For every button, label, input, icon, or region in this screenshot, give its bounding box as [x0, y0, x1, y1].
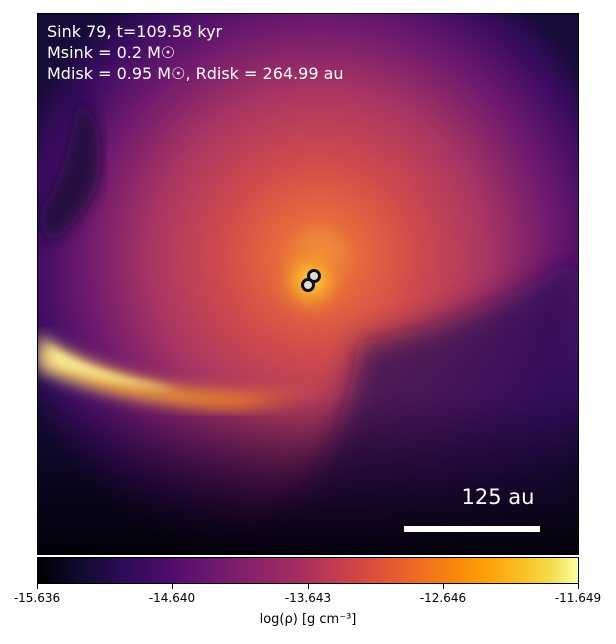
- colorbar: [37, 557, 579, 584]
- colorbar-tick-label: -14.640: [148, 591, 196, 605]
- spiral-arm-peak: [46, 344, 178, 389]
- density-map-panel: Sink 79, t=109.58 kyr Msink = 0.2 M☉ Mdi…: [37, 13, 579, 555]
- colorbar-tick: [172, 584, 173, 589]
- spiral-arm: [38, 334, 328, 408]
- scalebar: [404, 526, 540, 532]
- colorbar-label: log(ρ) [g cm⁻³]: [259, 612, 357, 627]
- colorbar-tick: [37, 584, 38, 589]
- sink-marker: [301, 278, 315, 292]
- sink-mass: Msink = 0.2 M☉: [47, 43, 176, 62]
- colorbar-tick: [578, 584, 579, 589]
- colorbar-tick-label: -13.643: [284, 591, 332, 605]
- colorbar-tick-label: -15.636: [13, 591, 61, 605]
- disk-mass-radius: Mdisk = 0.95 M☉, Rdisk = 264.99 au: [47, 64, 344, 83]
- colorbar-tick: [443, 584, 444, 589]
- dark-filament: [38, 94, 101, 244]
- density-map: [38, 14, 578, 554]
- colorbar-tick-label: -11.649: [554, 591, 602, 605]
- sink-id-time: Sink 79, t=109.58 kyr: [47, 22, 223, 41]
- scalebar-label: 125 au: [461, 485, 535, 509]
- colorbar-tick: [308, 584, 309, 589]
- colorbar-tick-label: -12.646: [419, 591, 467, 605]
